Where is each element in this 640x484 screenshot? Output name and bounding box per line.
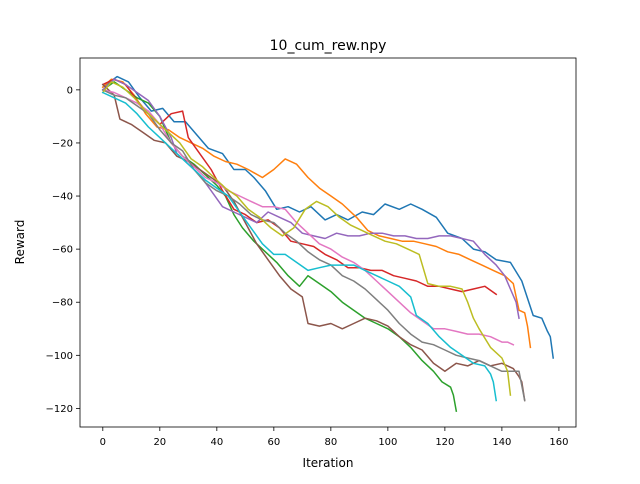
x-axis-label: Iteration [303,456,354,470]
plot-frame [79,57,577,428]
series-line-10 [101,91,498,402]
chart-title: 10_cum_rew.npy [270,38,387,54]
y-tick-label: −60 [52,245,73,256]
x-tick-label: 140 [492,437,511,448]
x-tick-label: 160 [549,437,568,448]
y-axis-label: Reward [13,220,27,265]
y-tick-label: −100 [46,351,73,362]
series-line-6 [101,83,526,402]
x-tick-label: 0 [100,437,106,448]
series-line-2 [101,78,532,349]
series-layer [101,75,555,412]
y-tick-label: −40 [52,192,73,203]
series-line-3 [101,81,458,412]
y-tick-label: −20 [52,138,73,149]
y-tick-label: −120 [46,404,73,415]
x-tick-label: 120 [435,437,454,448]
x-tick-label: 40 [210,437,223,448]
series-line-4 [101,78,498,296]
y-axis: 0 −20 −40 −60 −80 −100 −120 [46,85,80,415]
y-tick-label: −80 [52,298,73,309]
x-tick-label: 80 [324,437,337,448]
x-tick-label: 20 [153,437,166,448]
x-tick-label: 60 [267,437,280,448]
series-line-9 [101,81,512,396]
y-tick-label: 0 [67,85,73,96]
x-tick-label: 100 [378,437,397,448]
x-axis: 0 20 40 60 80 100 120 140 160 [100,427,568,448]
